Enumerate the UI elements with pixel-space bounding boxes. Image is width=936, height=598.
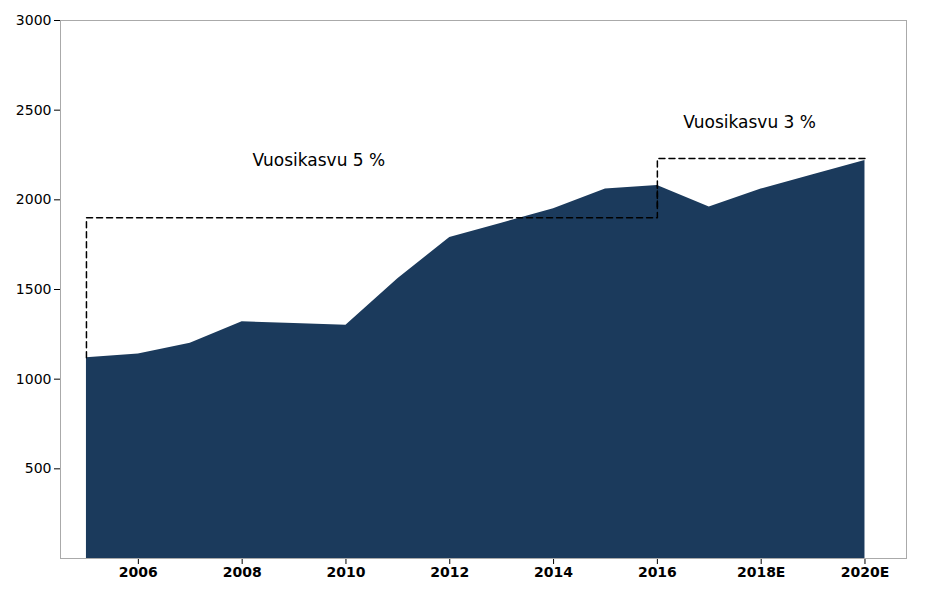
svg-text:2018E: 2018E — [737, 564, 786, 580]
svg-text:Vuosikasvu 5 %: Vuosikasvu 5 % — [253, 150, 386, 170]
svg-text:1000: 1000 — [16, 371, 52, 387]
svg-text:2006: 2006 — [119, 564, 158, 580]
svg-text:2500: 2500 — [16, 102, 52, 118]
svg-text:1500: 1500 — [16, 281, 52, 297]
svg-text:2000: 2000 — [16, 191, 52, 207]
svg-text:Vuosikasvu 3 %: Vuosikasvu 3 % — [683, 112, 816, 132]
svg-text:500: 500 — [25, 460, 52, 476]
svg-text:2014: 2014 — [534, 564, 573, 580]
svg-text:2016: 2016 — [638, 564, 677, 580]
svg-text:3000: 3000 — [16, 12, 52, 28]
svg-text:2010: 2010 — [326, 564, 365, 580]
svg-text:2020E: 2020E — [841, 564, 890, 580]
svg-text:2008: 2008 — [223, 564, 262, 580]
svg-text:2012: 2012 — [430, 564, 469, 580]
